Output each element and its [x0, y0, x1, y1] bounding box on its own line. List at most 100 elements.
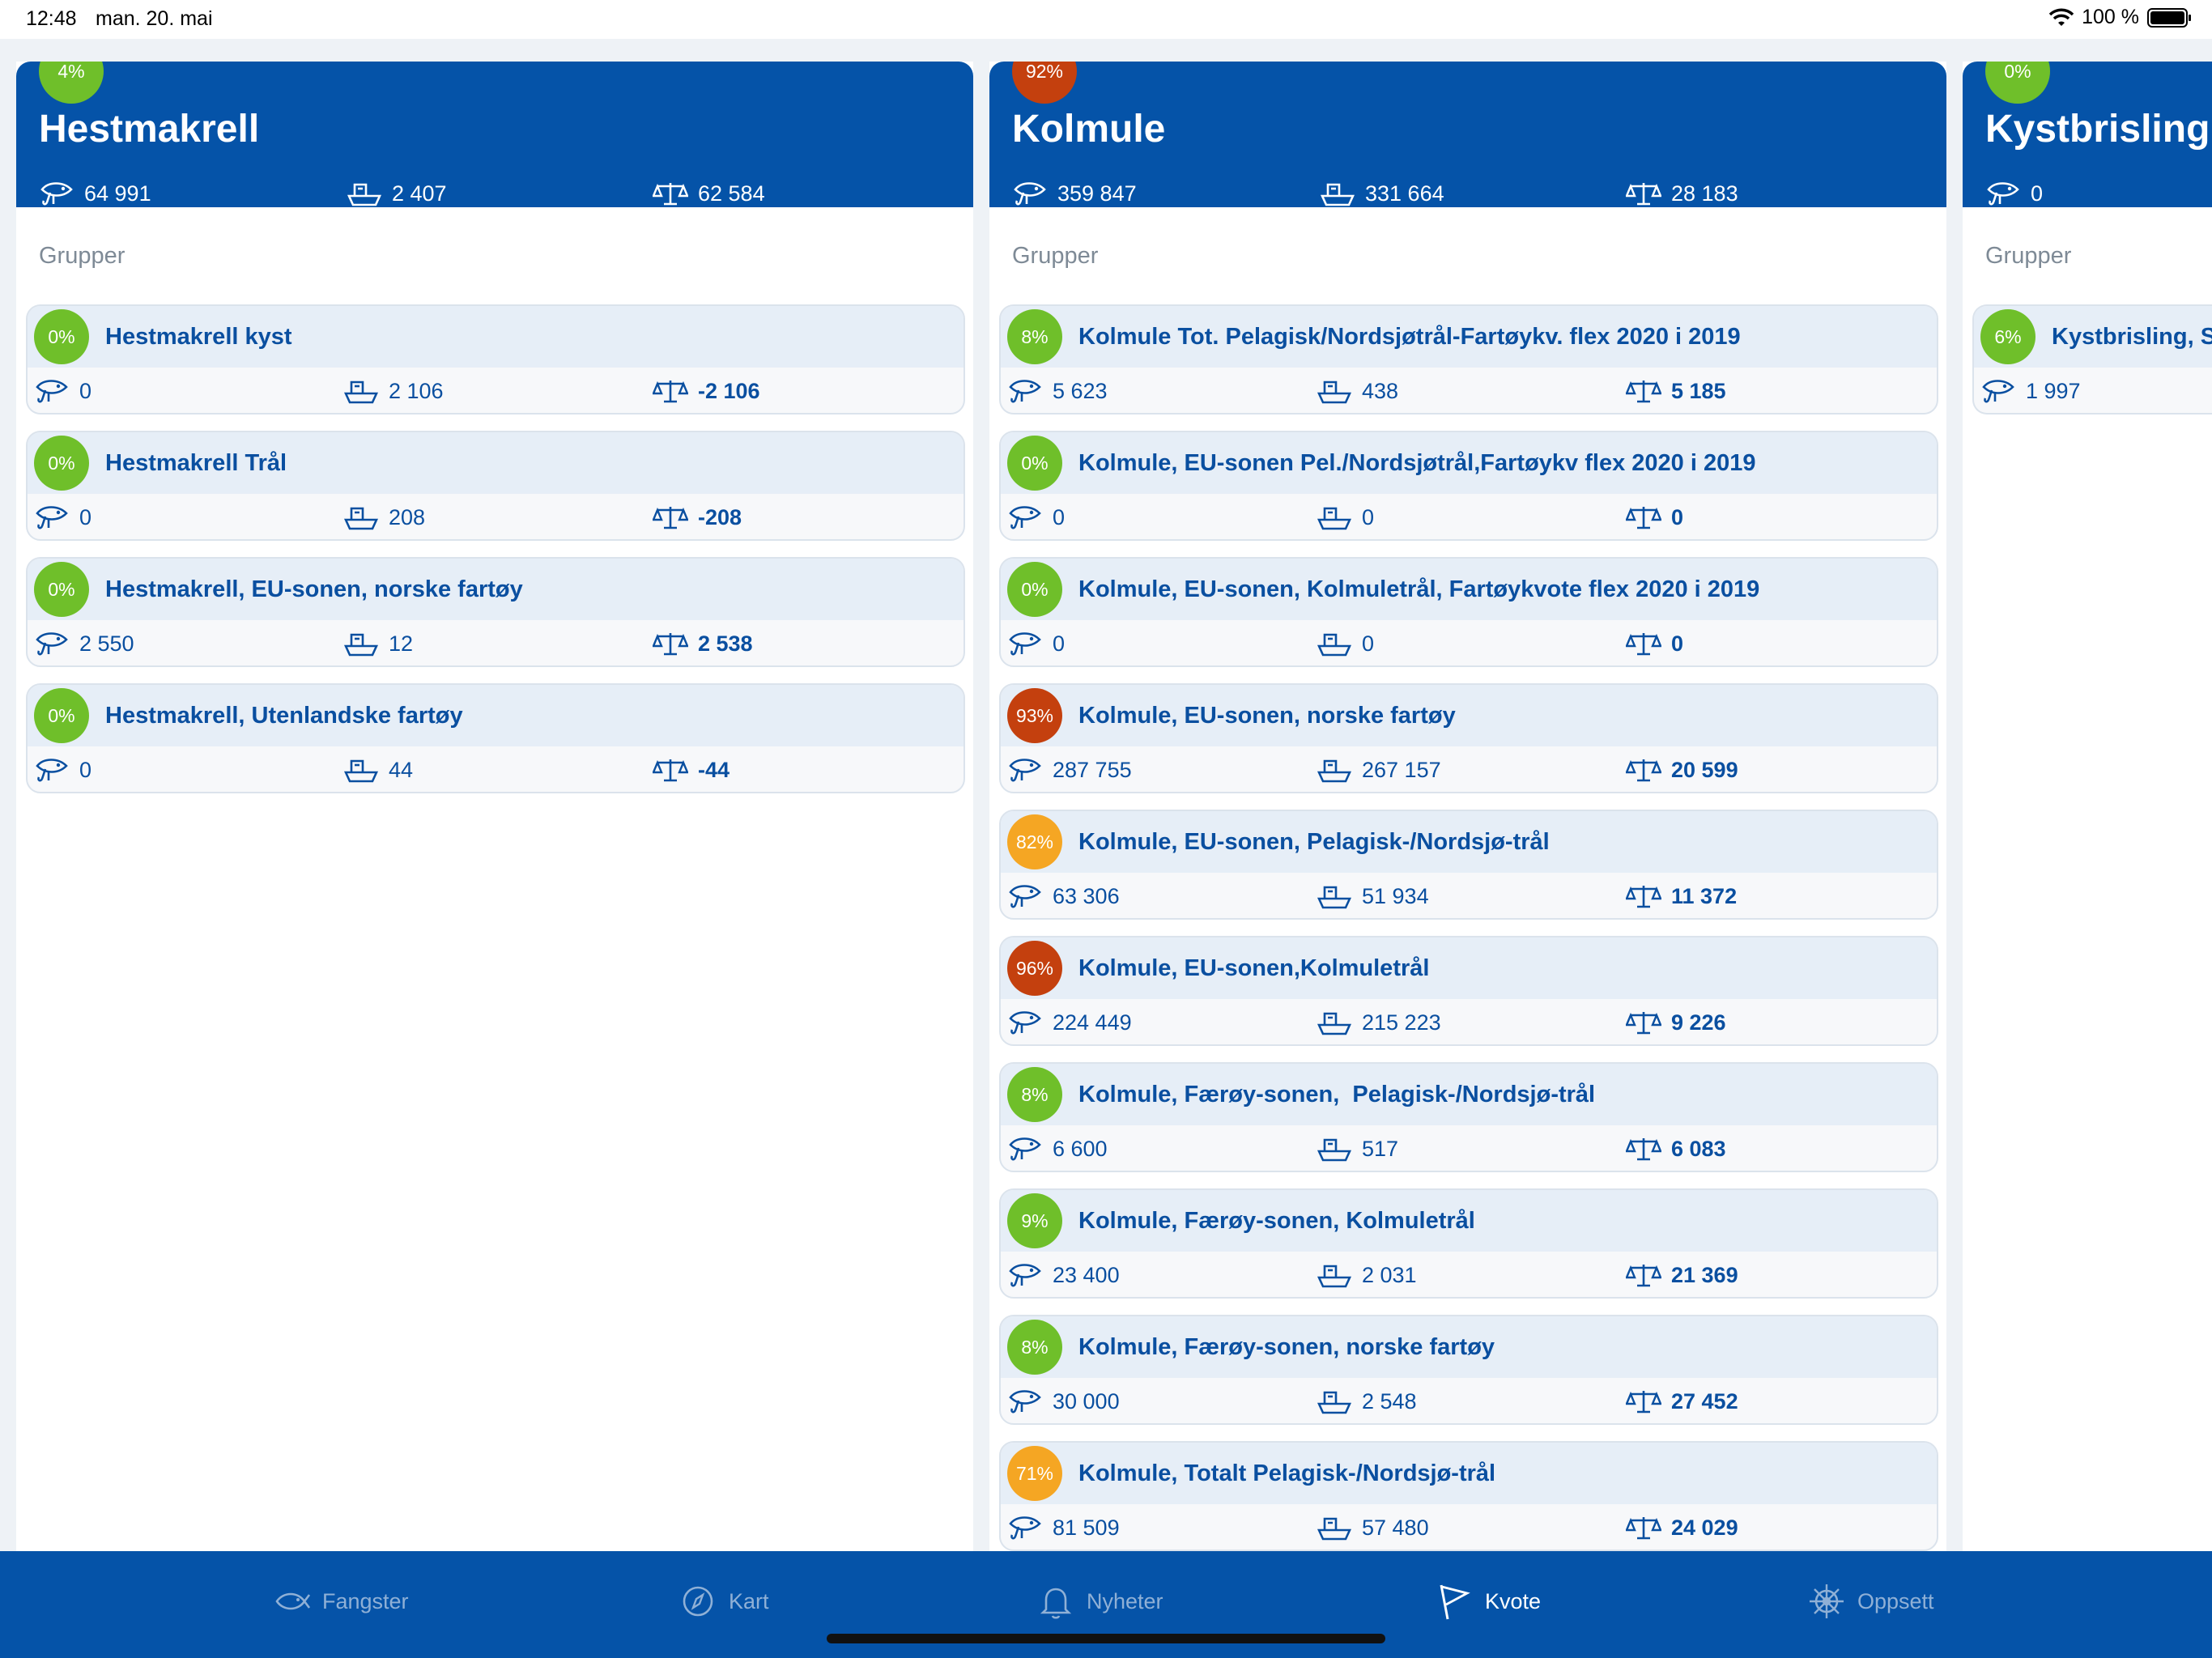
boat-stat: 2 407 — [347, 180, 447, 207]
tab-fangster[interactable]: Fangster — [272, 1582, 409, 1621]
scale-icon — [1626, 1388, 1661, 1415]
tab-kvote[interactable]: Kvote — [1435, 1582, 1541, 1621]
bell-icon — [1040, 1588, 1072, 1619]
scale-icon — [1626, 1261, 1661, 1289]
species-header[interactable]: 0% Kystbrisling 0 — [1963, 62, 2212, 207]
scale-icon — [653, 756, 688, 784]
group-list: 0% Hestmakrell kyst 0 2 106 -2 106 0% Hest… — [26, 304, 965, 810]
group-percent-badge: 93% — [1007, 688, 1062, 743]
percent-badge: 0% — [1985, 62, 2050, 104]
group-card[interactable]: 0% Kolmule, EU-sonen Pel./Nordsjøtrål,Far… — [999, 431, 1938, 541]
group-boat: 12 — [343, 630, 413, 657]
scale-icon — [1626, 1514, 1661, 1541]
group-card[interactable]: 8% Kolmule, Færøy-sonen, norske fartøy 30… — [999, 1315, 1938, 1425]
group-boat: 2 548 — [1317, 1388, 1417, 1415]
tab-label: Oppsett — [1857, 1588, 1934, 1613]
group-rest: 2 538 — [653, 630, 753, 657]
group-catch: 63 306 — [1007, 882, 1120, 910]
status-bar: 12:48 man. 20. mai 100 % — [0, 0, 2212, 39]
scale-icon — [1626, 882, 1661, 910]
group-card[interactable]: 9% Kolmule, Færøy-sonen, Kolmuletrål 23 4… — [999, 1188, 1938, 1299]
group-catch: 0 — [34, 504, 91, 531]
group-percent-badge: 82% — [1007, 814, 1062, 869]
group-list: 8% Kolmule Tot. Pelagisk/Nordsjøtrål-Fart… — [999, 304, 1938, 1551]
rest-stat: 28 183 — [1626, 180, 1738, 207]
boat-icon — [1317, 1135, 1352, 1163]
fish-hook-icon — [34, 377, 70, 405]
group-card[interactable]: 0% Hestmakrell, EU-sonen, norske fartøy 2… — [26, 557, 965, 667]
group-catch: 0 — [34, 756, 91, 784]
fish-hook-icon — [1007, 1388, 1043, 1415]
group-catch: 0 — [1007, 630, 1065, 657]
species-title: Kystbrisling — [1985, 108, 2210, 151]
percent-badge: 4% — [39, 62, 104, 104]
group-name: Hestmakrell, EU-sonen, norske fartøy — [105, 576, 523, 602]
group-percent-badge: 8% — [1007, 1067, 1062, 1122]
group-boat: 208 — [343, 504, 425, 531]
tab-oppsett[interactable]: Oppsett — [1807, 1582, 1934, 1621]
group-card[interactable]: 8% Kolmule Tot. Pelagisk/Nordsjøtrål-Fart… — [999, 304, 1938, 414]
fish-hook-icon — [39, 180, 74, 207]
group-name: Kolmule, EU-sonen, norske fartøy — [1078, 703, 1456, 729]
group-card[interactable]: 93% Kolmule, EU-sonen, norske fartøy 287 … — [999, 683, 1938, 793]
boat-icon — [1317, 756, 1352, 784]
species-header[interactable]: 92% Kolmule 359 847 331 664 28 183 — [989, 62, 1946, 207]
percent-badge: 92% — [1012, 62, 1077, 104]
group-catch: 0 — [1007, 504, 1065, 531]
group-card[interactable]: 0% Kolmule, EU-sonen, Kolmuletrål, Fartøy… — [999, 557, 1938, 667]
group-percent-badge: 0% — [34, 688, 89, 743]
group-card[interactable]: 0% Hestmakrell Trål 0 208 -208 — [26, 431, 965, 541]
group-name: Kolmule, EU-sonen, Kolmuletrål, Fartøykv… — [1078, 576, 1760, 602]
scale-icon — [1626, 504, 1661, 531]
group-boat: 0 — [1317, 630, 1374, 657]
tab-nyheter[interactable]: Nyheter — [1036, 1582, 1163, 1621]
group-card[interactable]: 6% Kystbrisling, S 1 997 — [1972, 304, 2212, 414]
group-percent-badge: 6% — [1980, 309, 2035, 364]
group-percent-badge: 8% — [1007, 309, 1062, 364]
species-column-hestmakrell[interactable]: 4% Hestmakrell 64 991 2 407 62 584 Grupp… — [16, 62, 973, 1551]
group-percent-badge: 0% — [34, 562, 89, 617]
group-card[interactable]: 0% Hestmakrell, Utenlandske fartøy 0 44 -… — [26, 683, 965, 793]
group-catch: 5 623 — [1007, 377, 1108, 405]
groups-label: Grupper — [39, 243, 125, 269]
boat-icon — [1317, 504, 1352, 531]
group-card[interactable]: 82% Kolmule, EU-sonen, Pelagisk-/Nordsjø-… — [999, 810, 1938, 920]
species-header[interactable]: 4% Hestmakrell 64 991 2 407 62 584 — [16, 62, 973, 207]
compass-icon — [683, 1586, 713, 1617]
group-percent-badge: 8% — [1007, 1320, 1062, 1375]
catch-stat: 359 847 — [1012, 180, 1137, 207]
group-rest: 20 599 — [1626, 756, 1738, 784]
tab-label: Kvote — [1485, 1588, 1542, 1613]
boat-icon — [1317, 1009, 1352, 1036]
group-catch: 1 997 — [1980, 377, 2081, 405]
quota-columns[interactable]: 4% Hestmakrell 64 991 2 407 62 584 Grupp… — [0, 39, 2212, 1551]
group-card[interactable]: 0% Hestmakrell kyst 0 2 106 -2 106 — [26, 304, 965, 414]
fish-hook-icon — [1007, 377, 1043, 405]
species-column-kystbrisling[interactable]: 0% Kystbrisling 0 Grupper 6% Kystbrisling… — [1963, 62, 2212, 1551]
group-name: Kystbrisling, S — [2052, 324, 2212, 350]
home-indicator[interactable] — [827, 1634, 1385, 1643]
group-percent-badge: 71% — [1007, 1446, 1062, 1501]
group-card[interactable]: 8% Kolmule, Færøy-sonen, Pelagisk-/Nordsj… — [999, 1062, 1938, 1172]
species-column-kolmule[interactable]: 92% Kolmule 359 847 331 664 28 183 Grupp… — [989, 62, 1946, 1551]
group-boat: 438 — [1317, 377, 1398, 405]
group-card[interactable]: 71% Kolmule, Totalt Pelagisk-/Nordsjø-trå… — [999, 1441, 1938, 1551]
group-name: Kolmule Tot. Pelagisk/Nordsjøtrål-Fartøy… — [1078, 324, 1741, 350]
group-name: Hestmakrell, Utenlandske fartøy — [105, 703, 463, 729]
catch-stat: 64 991 — [39, 180, 151, 207]
group-percent-badge: 9% — [1007, 1193, 1062, 1248]
group-list: 6% Kystbrisling, S 1 997 — [1972, 304, 2212, 431]
tab-kart[interactable]: Kart — [678, 1582, 769, 1621]
tab-label: Fangster — [322, 1588, 409, 1613]
battery-icon — [2147, 7, 2191, 28]
battery-percent: 100 % — [2082, 6, 2139, 28]
group-name: Hestmakrell kyst — [105, 324, 292, 350]
group-name: Kolmule, EU-sonen,Kolmuletrål — [1078, 955, 1430, 981]
tab-label: Kart — [729, 1588, 769, 1613]
fish-hook-icon — [34, 504, 70, 531]
group-card[interactable]: 96% Kolmule, EU-sonen,Kolmuletrål 224 449… — [999, 936, 1938, 1046]
boat-icon — [1317, 1514, 1352, 1541]
group-name: Kolmule, EU-sonen Pel./Nordsjøtrål,Fartø… — [1078, 450, 1756, 476]
catch-stat: 0 — [1985, 180, 2043, 207]
group-boat: 44 — [343, 756, 413, 784]
